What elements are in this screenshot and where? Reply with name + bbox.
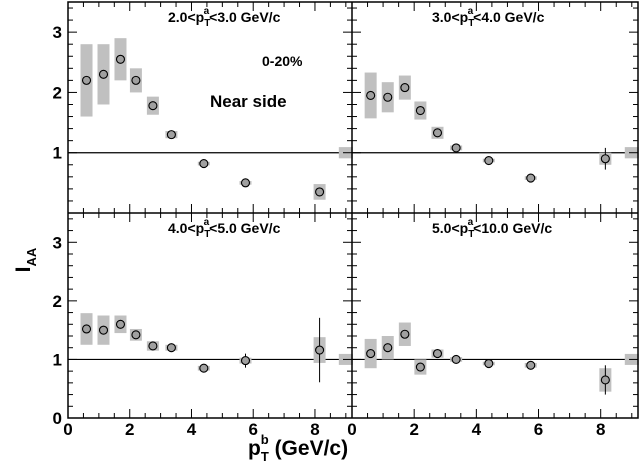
data-point (366, 349, 376, 359)
data-point (366, 90, 376, 100)
data-point (115, 54, 126, 64)
near-side-annotation: Near side (210, 92, 287, 111)
data-point (199, 159, 209, 169)
x-tick-label: 6 (248, 420, 257, 439)
x-axis-title: pTb (GeV/c) (248, 432, 348, 464)
y-tick-label: 1 (53, 144, 62, 163)
data-point (148, 341, 158, 351)
panel-a: 2.0<pTa<3.0 GeV/c 1 2 3 (53, 2, 353, 214)
x-tick-label: 4 (187, 420, 197, 439)
panel-d: 5.0<pTa<10.0 GeV/c 0 2 4 6 8 (347, 213, 639, 439)
x-tick-label: 8 (310, 420, 319, 439)
data-point (131, 75, 141, 85)
data-point (81, 75, 92, 85)
data-point (199, 363, 209, 373)
x-tick-label: 2 (125, 420, 134, 439)
data-point (526, 360, 536, 370)
data-point (115, 319, 126, 329)
data-point (432, 128, 443, 138)
y-tick-label: 3 (53, 233, 62, 252)
data-point (98, 69, 109, 79)
data-point (526, 173, 536, 183)
data-point (451, 354, 461, 364)
x-tick-label: 0 (63, 420, 72, 439)
panel-b: 3.0<pTa<4.0 GeV/c (351, 2, 639, 214)
panel-c: 4.0<pTa<5.0 GeV/c 0 1 2 3 0 2 4 6 8 (53, 213, 353, 439)
data-point (166, 130, 176, 140)
panel-label: 3.0<pTa<4.0 GeV/c (432, 6, 545, 29)
x-tick-label: 2 (409, 420, 418, 439)
y-tick-label: 2 (53, 292, 62, 311)
data-point (432, 349, 443, 359)
data-point (81, 324, 92, 334)
data-point (98, 325, 109, 335)
y-tick-label: 3 (53, 23, 62, 42)
data-point (415, 362, 425, 372)
data-point (600, 154, 610, 164)
panel-label: 4.0<pTa<5.0 GeV/c (168, 217, 281, 240)
data-point (240, 178, 251, 188)
data-point (383, 92, 393, 102)
data-point (600, 375, 610, 385)
data-point (315, 187, 325, 197)
y-tick-label: 1 (53, 350, 62, 369)
data-point (484, 156, 494, 166)
panel-label: 2.0<pTa<3.0 GeV/c (168, 6, 281, 29)
data-point (415, 105, 425, 116)
data-point (131, 330, 141, 340)
data-point (166, 343, 176, 353)
y-axis-title: IAA (12, 247, 39, 272)
data-point (240, 356, 251, 366)
frame-layer (67, 1, 639, 419)
x-tick-label: 0 (347, 420, 356, 439)
plot-frame (67, 1, 639, 419)
y-tick-label: 2 (53, 83, 62, 102)
data-point (400, 329, 410, 339)
panel-label: 5.0<pTa<10.0 GeV/c (432, 217, 552, 240)
data-point (484, 358, 494, 369)
centrality-annotation: 0-20% (262, 53, 303, 69)
panels-layer: 2.0<pTa<3.0 GeV/c 1 2 3 3.0<pTa<4.0 GeV/c 4.0… (53, 2, 639, 439)
data-point (451, 143, 461, 153)
data-point (400, 83, 410, 93)
y-tick-label: 0 (53, 409, 62, 428)
data-point (383, 343, 393, 353)
data-point (315, 345, 325, 355)
x-tick-label: 6 (534, 420, 543, 439)
x-tick-label: 8 (596, 420, 605, 439)
data-point (148, 101, 158, 111)
x-tick-label: 4 (472, 420, 482, 439)
